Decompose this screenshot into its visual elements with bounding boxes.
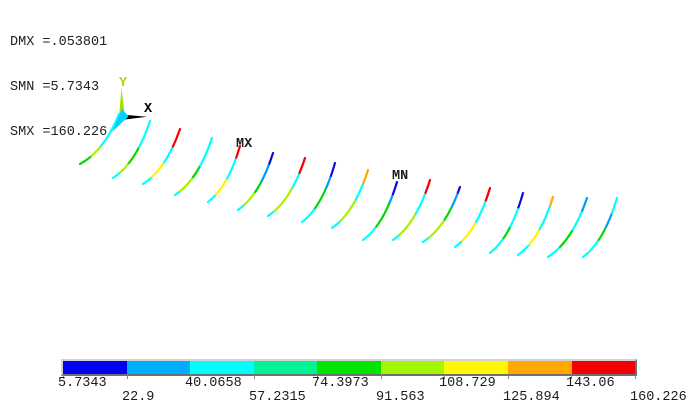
blade-contour-path <box>516 195 555 257</box>
legend-tick <box>635 375 636 379</box>
legend-tick <box>127 375 128 379</box>
blade-contour-path <box>546 196 589 259</box>
legend-tick <box>63 375 64 379</box>
legend-value-label: 143.06 <box>566 376 615 391</box>
legend-color-bar <box>61 359 637 376</box>
legend-value-label: 5.7343 <box>58 376 107 391</box>
legend-color-cell <box>571 361 636 374</box>
legend-color-cell <box>63 361 127 374</box>
result-summary-block: DMX =.053801 SMN =5.7343 SMX =160.226 <box>10 5 107 170</box>
legend-value-label: 160.226 <box>630 390 687 405</box>
legend-color-cell <box>190 361 254 374</box>
legend-color-cell <box>126 361 191 374</box>
legend-color-cell <box>317 361 381 374</box>
legend-tick <box>190 375 191 379</box>
blade-contour-path <box>300 161 337 224</box>
coordinate-triad: Y X <box>112 76 153 132</box>
legend-value-label: 22.9 <box>122 390 155 405</box>
blade-contour-path <box>453 186 492 249</box>
legend-tick <box>381 375 382 379</box>
legend-value-label: 91.563 <box>376 390 425 405</box>
blade-contour-path <box>330 168 370 230</box>
smx-value-line: SMX =160.226 <box>10 125 108 140</box>
legend-color-cell <box>380 361 445 374</box>
blade-contour-path <box>361 180 399 242</box>
blade-contour-path <box>78 112 121 166</box>
min-result-marker: MN <box>392 169 409 184</box>
legend-value-label: 40.0658 <box>185 376 242 391</box>
legend-tick <box>444 375 445 379</box>
blade-contour-path <box>236 151 275 212</box>
dmx-value-line: DMX =.053801 <box>10 35 108 50</box>
blade-contour-group <box>78 112 619 259</box>
legend-color-cell <box>444 361 508 374</box>
blade-contour-path <box>141 127 182 186</box>
blade-contour-path <box>421 185 462 244</box>
legend-value-label: 74.3973 <box>312 376 369 391</box>
legend-value-label: 125.894 <box>503 390 560 405</box>
triad-y-axis-label: Y <box>119 76 128 91</box>
blade-contour-path <box>206 144 242 204</box>
triad-z-axis-arrow-icon <box>112 109 129 132</box>
legend-value-label: 57.2315 <box>249 390 306 405</box>
legend-value-label: 108.729 <box>439 376 496 391</box>
legend-tick <box>508 375 509 379</box>
triad-x-axis-label: X <box>144 102 153 117</box>
smn-value-line: SMN =5.7343 <box>10 80 100 95</box>
max-result-marker: MX <box>236 137 253 152</box>
blade-contour-path <box>111 119 152 180</box>
blade-contour-path <box>581 196 619 259</box>
blade-contour-path <box>173 136 214 197</box>
legend-tick <box>254 375 255 379</box>
legend-tick <box>317 375 318 379</box>
blade-contour-path <box>488 191 525 255</box>
blade-contour-path <box>391 178 432 242</box>
legend-tick <box>571 375 572 379</box>
triad-y-axis-arrow-icon <box>119 88 125 117</box>
legend-color-cell <box>253 361 318 374</box>
legend-color-cell <box>507 361 572 374</box>
blade-contour-path <box>266 156 307 218</box>
